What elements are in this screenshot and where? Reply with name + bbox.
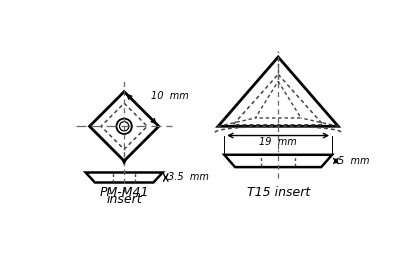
- Text: 5  mm: 5 mm: [338, 156, 370, 166]
- Text: T15 insert: T15 insert: [246, 187, 310, 200]
- Text: 3.5  mm: 3.5 mm: [168, 172, 209, 182]
- Text: insert: insert: [106, 193, 142, 206]
- Text: 10  mm: 10 mm: [152, 91, 189, 101]
- Text: 19  mm: 19 mm: [259, 137, 297, 147]
- Text: PM-M41: PM-M41: [100, 187, 149, 200]
